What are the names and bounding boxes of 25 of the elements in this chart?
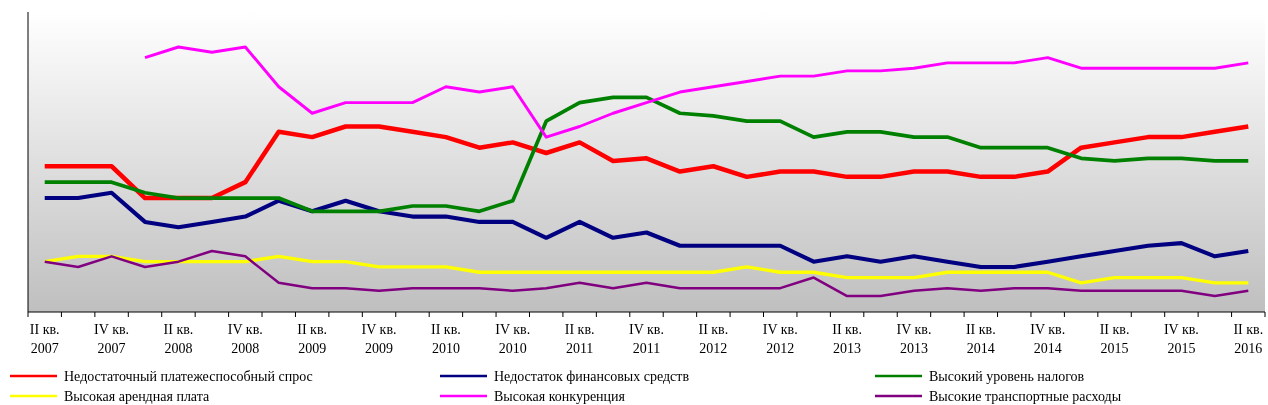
legend-label: Высокие транспортные расходы — [929, 389, 1122, 404]
x-tick-label: IV кв. 2008 — [227, 322, 263, 356]
x-tick-label: II кв. 2014 — [965, 322, 996, 356]
x-tick-label: II кв. 2007 — [29, 322, 60, 356]
x-tick-label: IV кв. 2012 — [762, 322, 798, 356]
x-tick-label: IV кв. 2011 — [629, 322, 664, 356]
legend-label: Высокий уровень налогов — [929, 369, 1085, 384]
x-tick-label: II кв. 2013 — [832, 322, 862, 356]
x-tick-label: IV кв. 2009 — [361, 322, 397, 356]
legend-label: Недостаточный платежеспособный спрос — [64, 369, 313, 384]
x-tick-label: II кв. 2016 — [1233, 322, 1264, 356]
x-tick-label: IV кв. 2007 — [94, 322, 130, 356]
legend-label: Высокая арендная плата — [64, 389, 211, 404]
x-tick-label: IV кв. 2013 — [896, 322, 932, 356]
x-tick-label: II кв. 2015 — [1099, 322, 1130, 356]
x-tick-label: II кв. 2010 — [431, 322, 461, 356]
legend-label: Высокая конкуренция — [494, 389, 626, 404]
x-tick-label: II кв. 2009 — [297, 322, 328, 356]
x-tick-label: IV кв. 2010 — [495, 322, 531, 356]
x-tick-label: IV кв. 2015 — [1163, 322, 1199, 356]
x-tick-label: II кв. 2011 — [564, 322, 595, 356]
x-tick-label: II кв. 2008 — [163, 322, 194, 356]
x-tick-label: IV кв. 2014 — [1030, 322, 1066, 356]
x-tick-label: II кв. 2012 — [698, 322, 729, 356]
legend-label: Недостаток финансовых средств — [494, 369, 690, 384]
